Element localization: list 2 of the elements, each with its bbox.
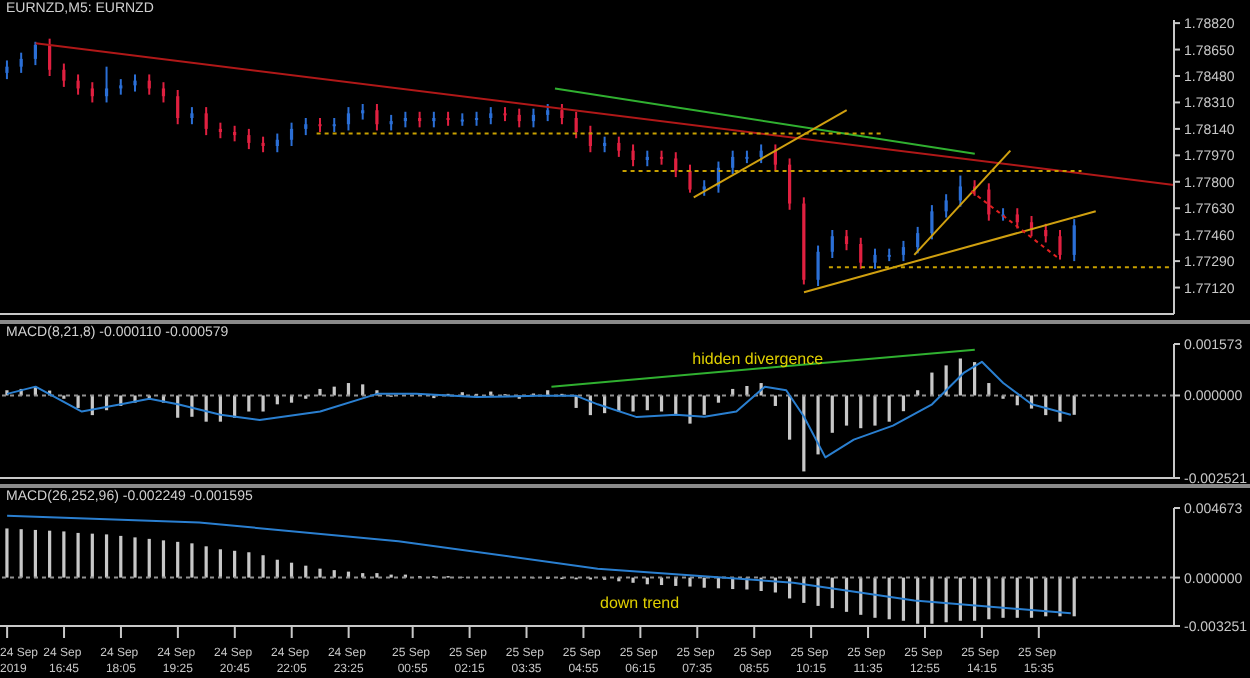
annotation: down trend [600, 594, 680, 613]
annotation: hidden divergence [692, 349, 825, 368]
